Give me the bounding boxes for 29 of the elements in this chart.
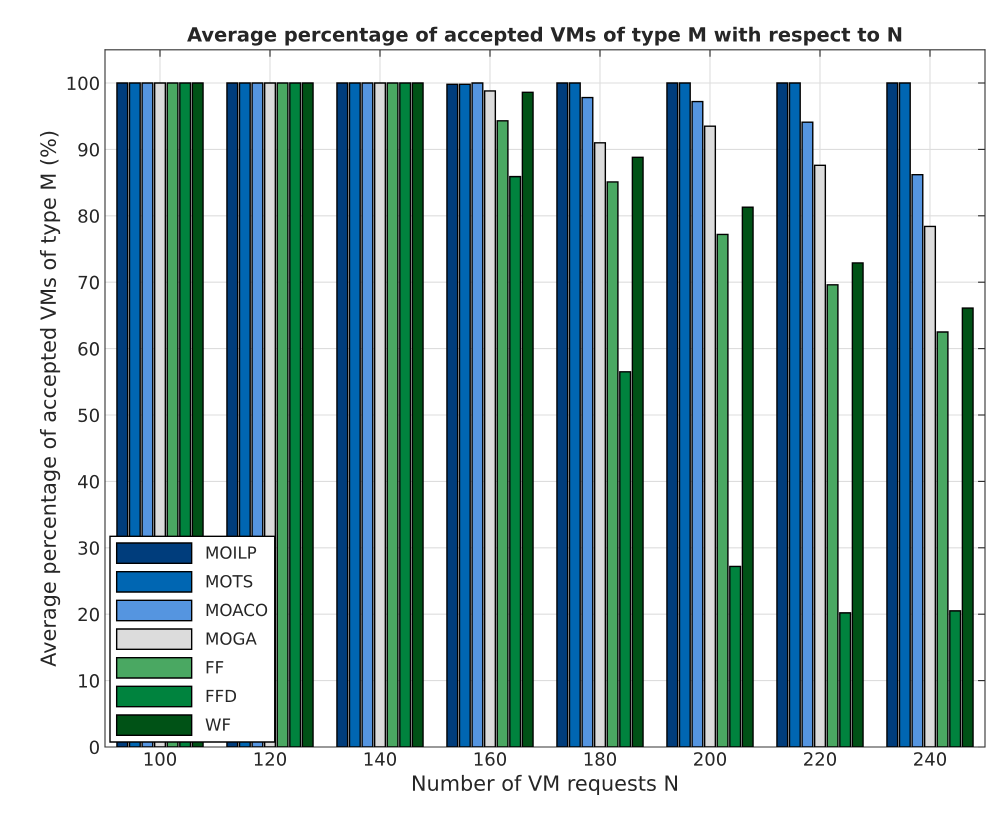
x-tick-label: 120 [254,752,286,766]
x-tick-label: 200 [694,752,726,766]
y-tick-label: 20 [78,608,99,622]
y-tick-label: 90 [78,142,99,157]
legend-label: MOGA [206,632,257,645]
x-tick-label: 140 [364,752,396,766]
x-tick-label: 180 [584,752,616,766]
y-tick-label: 60 [78,342,99,356]
y-tick-label: 70 [78,276,99,290]
y-tick-label: 0 [90,740,99,754]
y-tick-label: 100 [68,76,99,90]
y-tick-label: 30 [78,541,99,555]
legend-label: MOACO [206,604,268,616]
y-tick-label: 50 [78,408,99,422]
x-tick-label: 160 [474,752,506,766]
y-tick-label: 10 [79,674,99,688]
y-tick-label: 80 [78,209,99,223]
legend-label: WF [206,718,230,731]
x-tick-label: 240 [914,752,946,766]
legend-label: MOILP [206,546,256,559]
legend-label: FFD [206,690,236,702]
x-tick-label: 100 [144,752,176,766]
x-tick-label: 220 [804,752,836,766]
legend-label: MOTS [206,574,252,588]
y-tick-label: 40 [78,474,99,489]
y-axis-title: Average percentage of accepted VMs of type M (%) [40,132,60,667]
chart-title: Average percentage of accepted VMs of type M with respect to N [187,26,902,46]
x-axis-title: Number of VM requests N [412,774,678,796]
legend-label: FF [206,661,224,674]
